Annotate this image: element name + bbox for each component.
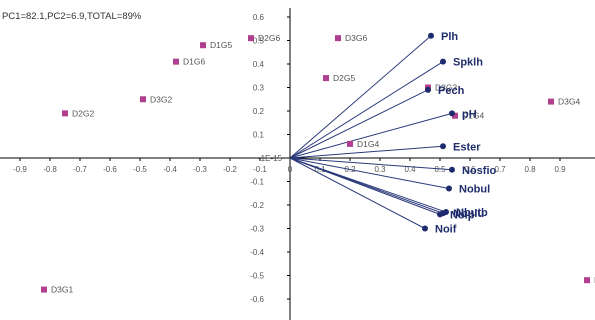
y-tick-label: 0.5 [253, 37, 265, 46]
x-tick-label: -0.9 [13, 165, 27, 174]
score-marker [347, 140, 353, 147]
score-marker [62, 110, 68, 117]
y-tick-label: 0.6 [253, 13, 265, 22]
score-marker [173, 58, 179, 65]
x-tick-label: 0.6 [464, 165, 476, 174]
y-tick-label: -0.1 [250, 178, 264, 187]
loading-vector [289, 157, 426, 229]
loading-marker [449, 166, 455, 173]
score-label: D2G5 [333, 73, 355, 83]
loading-marker [425, 86, 431, 93]
loading-label: Nobul [459, 184, 490, 196]
loading-marker [440, 58, 446, 65]
y-tick-label: -0.6 [250, 295, 264, 304]
score-marker [452, 112, 458, 119]
y-tick-label: -0.4 [250, 248, 264, 257]
loading-vector [289, 61, 444, 159]
score-label: D3G4 [558, 97, 580, 107]
x-tick-label: 0 [288, 165, 293, 174]
score-marker [248, 35, 254, 42]
loading-label: Noip [450, 209, 475, 221]
score-marker [584, 277, 590, 284]
x-tick-label: 0.8 [524, 165, 536, 174]
score-marker [335, 35, 341, 42]
score-marker [548, 98, 554, 105]
x-tick-label: 0.3 [374, 165, 386, 174]
loading-label: Ester [453, 141, 481, 153]
loading-marker [446, 185, 452, 192]
loading-label: Nbutb [456, 207, 488, 219]
loading-vector [289, 157, 453, 171]
score-label: D1G4 [357, 139, 379, 149]
score-label: D3G3 [435, 83, 457, 93]
loading-vectors [289, 35, 453, 229]
axes: -0.9 -0.8 -0.7 -0.6 -0.5 -0.4 -0.3 -0.2 -0.1 0 0.1… [0, 8, 595, 320]
loading-label: Plh [441, 31, 458, 43]
score-marker [200, 42, 206, 49]
score-label: D3G6 [345, 33, 367, 43]
score-marker [140, 96, 146, 103]
score-label: D1G5 [210, 40, 232, 50]
loading-label: Noif [435, 224, 457, 236]
x-tick-label: 0.4 [404, 165, 416, 174]
loading-vector [289, 157, 450, 190]
loading-marker [440, 143, 446, 150]
loading-label: Nosfio [462, 165, 497, 177]
loading-vector [289, 89, 429, 159]
x-tick-label: -0.1 [253, 165, 267, 174]
chart-title: PC1=82.1,PC2=6.9,TOTAL=89% [2, 11, 142, 22]
x-tick-label: -0.8 [43, 165, 57, 174]
loading-marker [449, 110, 455, 117]
x-tick-label: -0.7 [73, 165, 87, 174]
x-tick-label: -0.2 [223, 165, 237, 174]
x-tick-label: -0.4 [163, 165, 177, 174]
loading-points: Plh Spklh Pech pH Ester Nosfio Nobul NbutbNbulu… [422, 31, 497, 236]
score-label: D1G4 [462, 111, 484, 121]
score-points: D2G6 D3G6 D1G5 D1G6 D2G5 D3G2 D2G2 D3G3 D3G4 D1G4… [41, 33, 595, 295]
loading-marker [422, 225, 428, 232]
x-tick-label: 0.5 [434, 165, 446, 174]
score-marker [41, 286, 47, 293]
score-label: D3G2 [150, 94, 172, 104]
loading-vector [289, 35, 432, 159]
loading-label: Pech [438, 85, 465, 97]
loading-vector [289, 112, 453, 159]
loading-marker [437, 211, 443, 218]
y-tick-label: 0.3 [253, 84, 265, 93]
loading-vector [289, 157, 441, 215]
x-tick-label: -0.5 [133, 165, 147, 174]
loading-vector [289, 145, 444, 159]
y-tick-label: -0.3 [250, 225, 264, 234]
x-tick-label: 0.7 [494, 165, 506, 174]
x-tick-label: 0.9 [554, 165, 566, 174]
score-marker [323, 75, 329, 82]
y-tick-label: -0.2 [250, 201, 264, 210]
loading-marker [428, 32, 434, 39]
score-label: D2G2 [72, 108, 94, 118]
score-label: D1G6 [183, 57, 205, 67]
loading-label: Nbulu [453, 208, 484, 220]
score-label: D2G6 [258, 33, 280, 43]
x-tick-label: -0.3 [193, 165, 207, 174]
loading-label: Spklh [453, 57, 483, 69]
y-tick-label: -0.5 [250, 272, 264, 281]
x-tick-label: -0.6 [103, 165, 117, 174]
y-tick-label: 0.4 [253, 60, 265, 69]
origin-label: -1E-15 [258, 154, 283, 163]
y-tick-label: 0.1 [253, 131, 265, 140]
score-label: D3G1 [51, 285, 73, 295]
loading-label: pH [462, 108, 477, 120]
y-tick-label: 0.2 [253, 107, 265, 116]
